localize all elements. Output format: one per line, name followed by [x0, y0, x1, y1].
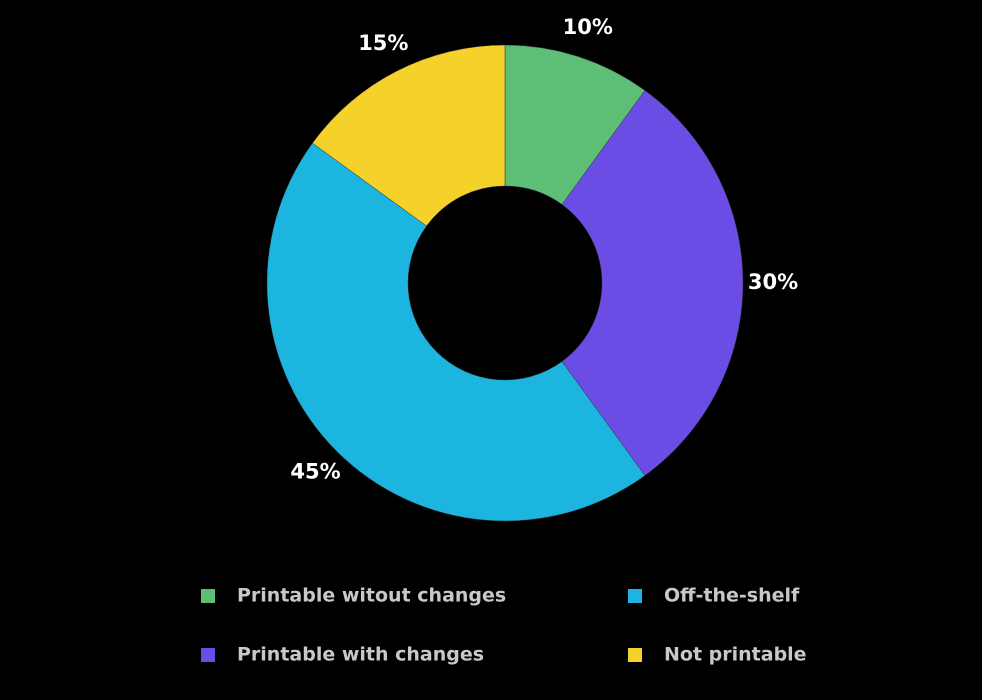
legend-label: Printable with changes: [237, 644, 484, 666]
value-label: 45%: [290, 460, 340, 484]
value-label: 30%: [748, 270, 798, 294]
legend-swatch: [628, 589, 642, 603]
legend-swatch: [201, 589, 215, 603]
donut-slice: [312, 44, 506, 227]
value-label: 15%: [358, 31, 408, 55]
legend-label: Off-the-shelf: [664, 585, 800, 607]
legend-label: Not printable: [664, 644, 807, 666]
legend-label: Printable witout changes: [237, 585, 506, 607]
legend-swatch: [628, 648, 642, 662]
legend-swatch: [201, 648, 215, 662]
value-label: 10%: [563, 15, 613, 39]
donut-slice: [561, 90, 744, 476]
